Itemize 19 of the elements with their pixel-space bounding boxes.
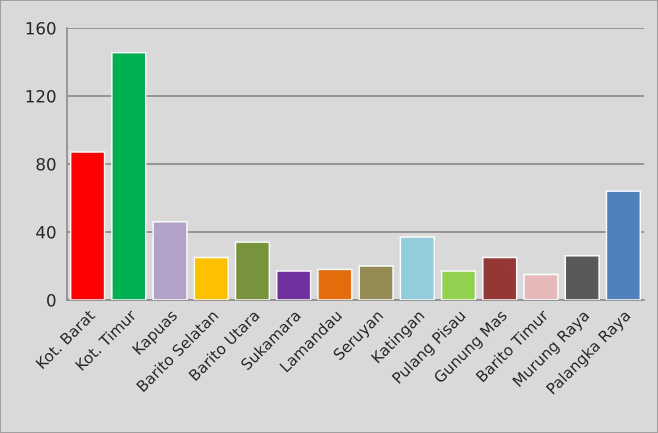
bar — [564, 255, 600, 300]
bar — [358, 265, 394, 300]
bar — [111, 52, 146, 300]
bar — [276, 270, 312, 300]
bar — [523, 274, 559, 300]
bar — [440, 270, 476, 300]
y-tick-label: 160 — [26, 22, 56, 35]
y-tick-label: 120 — [26, 90, 56, 103]
bar — [152, 221, 188, 300]
bar — [482, 256, 518, 300]
y-tick-label: 40 — [36, 226, 56, 239]
bar — [606, 190, 641, 300]
bar — [234, 242, 270, 300]
bar — [400, 236, 435, 300]
y-tick-label: 0 — [47, 294, 56, 307]
bar — [70, 151, 106, 300]
y-tick-label: 80 — [36, 158, 56, 171]
bar — [194, 256, 229, 300]
bar — [317, 268, 352, 300]
